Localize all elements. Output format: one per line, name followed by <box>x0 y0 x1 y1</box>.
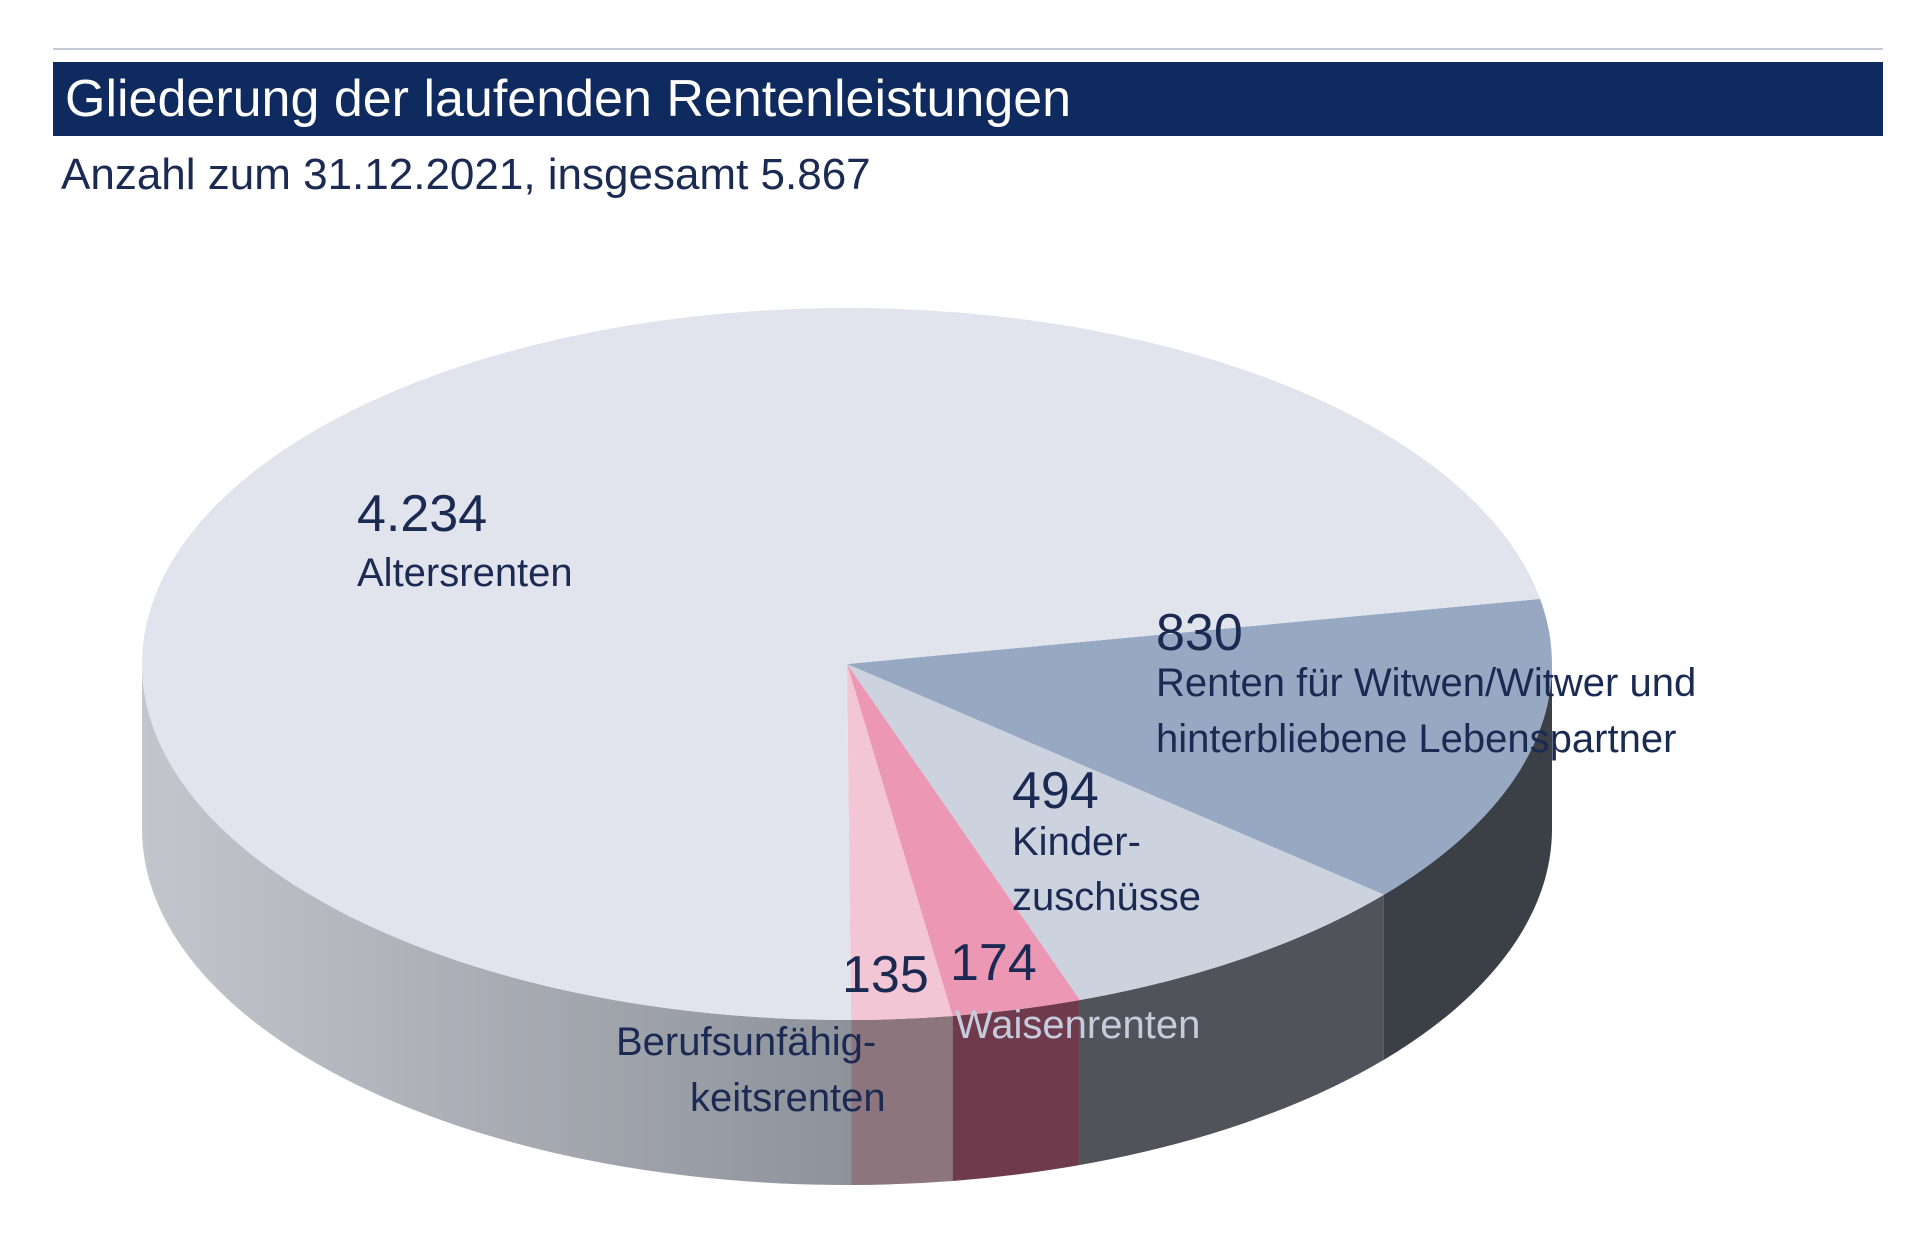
pie-side-altersrenten <box>141 664 852 1185</box>
slice-label-altersrenten: Altersrenten <box>357 551 573 595</box>
chart-subtitle: Anzahl zum 31.12.2021, insgesamt 5.867 <box>61 150 871 199</box>
pie-slice-berufsunfahigkeitsrenten <box>847 664 953 1020</box>
pie-side-waisenrenten <box>952 1000 1080 1181</box>
title-bar: Gliederung der laufenden Rentenleistunge… <box>53 62 1883 136</box>
slice-label-witwen-line2: hinterbliebene Lebenspartner <box>1156 717 1677 761</box>
pie-side-berufsunfahigkeitsrenten <box>851 1015 953 1185</box>
slice-value-witwen: 830 <box>1156 604 1243 662</box>
pie-slices <box>141 308 1552 1021</box>
top-rule <box>53 48 1883 50</box>
slice-value-berufsunfaehigkeitsrenten: 135 <box>842 946 929 1004</box>
slice-value-altersrenten: 4.234 <box>357 485 488 543</box>
pie-slice-kinderzuschusse <box>847 664 1384 1001</box>
slice-label-waisenrenten: Waisenrenten <box>955 1003 1201 1047</box>
pie-slice-altersrenten <box>141 308 1541 1021</box>
pie-side-walls <box>141 664 1552 1185</box>
pie-slice-renten-fur-witwen-witwer-und-hinterbliebene-lebenspartner <box>847 598 1552 895</box>
pie-side-renten-fur-witwen-witwer-und-hinterbliebene-lebenspartner <box>1383 664 1552 1060</box>
slice-label-kinderzuschuesse-line2: zuschüsse <box>1012 875 1201 919</box>
slice-value-kinderzuschuesse: 494 <box>1012 762 1099 820</box>
chart-title: Gliederung der laufenden Rentenleistunge… <box>65 70 1072 128</box>
pie-slice-waisenrenten <box>847 664 1080 1016</box>
slice-value-waisenrenten: 174 <box>950 934 1037 992</box>
slice-label-berufsunfaehigkeitsrenten-line2: keitsrenten <box>690 1076 886 1120</box>
slice-label-kinderzuschuesse-line1: Kinder- <box>1012 820 1141 864</box>
pie-side-kinderzuschusse <box>1079 894 1384 1166</box>
slice-label-witwen-line1: Renten für Witwen/Witwer und <box>1156 661 1697 705</box>
slice-label-berufsunfaehigkeitsrenten-line1: Berufsunfähig- <box>616 1020 877 1064</box>
